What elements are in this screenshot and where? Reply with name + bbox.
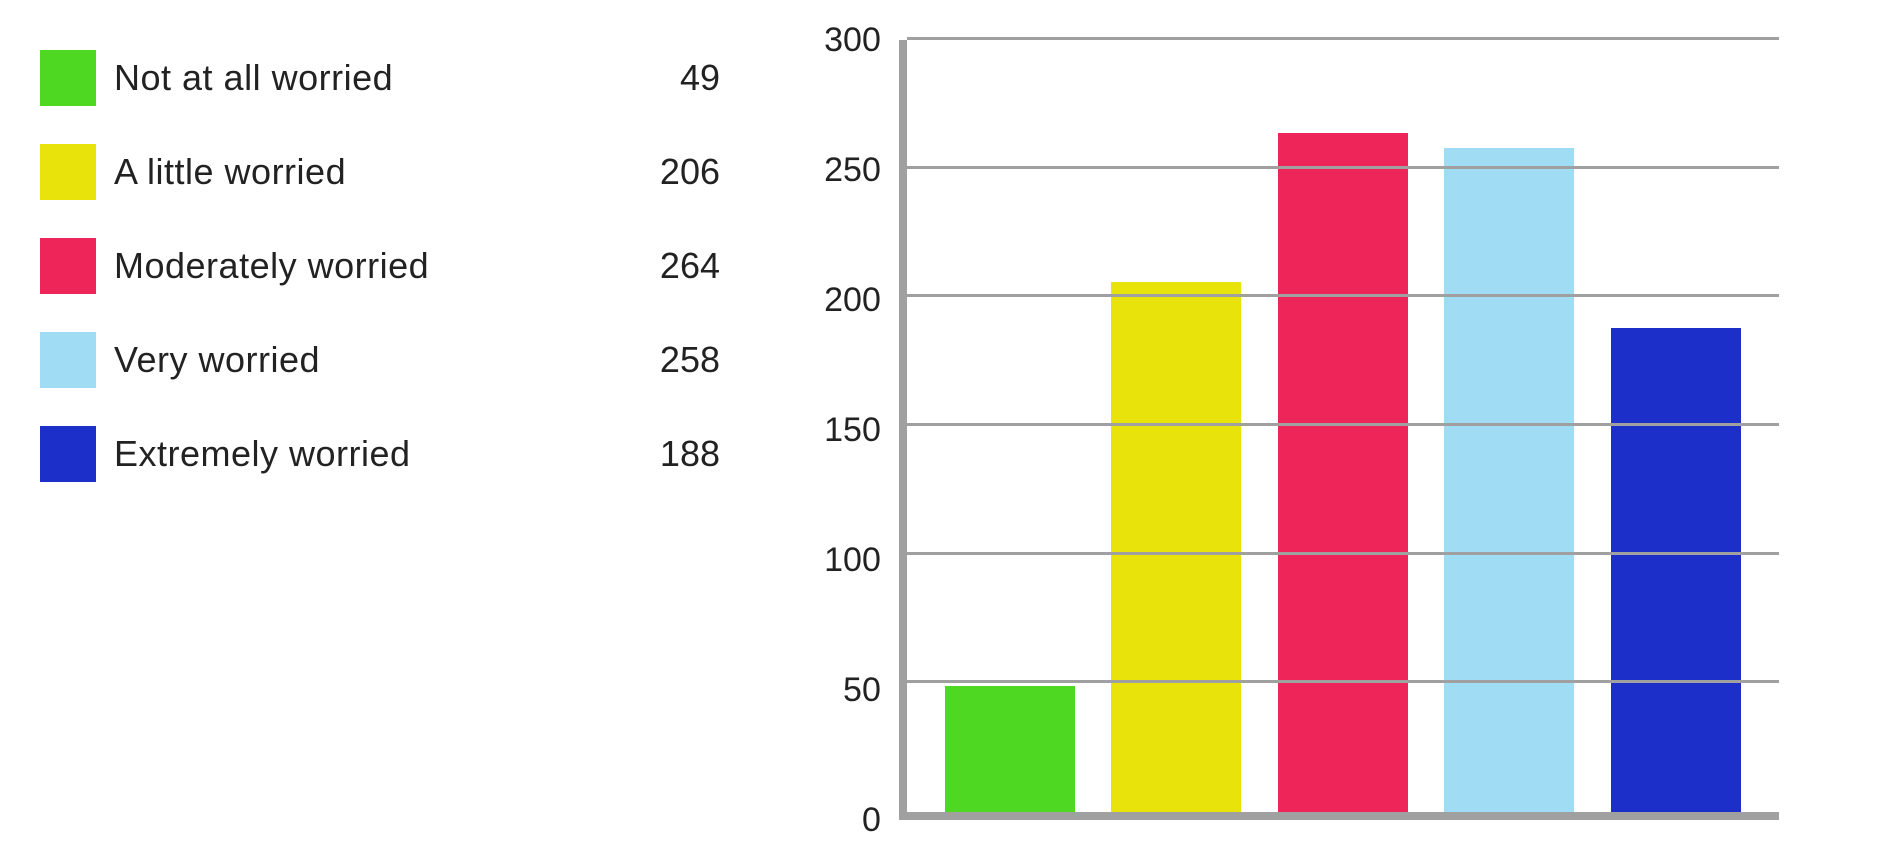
legend-label: A little worried <box>114 151 600 193</box>
gridline <box>907 166 1779 169</box>
legend-swatch <box>40 426 96 482</box>
gridline <box>907 423 1779 426</box>
gridline <box>907 294 1779 297</box>
bar <box>1111 282 1241 812</box>
bar <box>1444 148 1574 812</box>
legend-row: Very worried 258 <box>40 332 720 388</box>
bars-group <box>907 40 1779 812</box>
legend-swatch <box>40 50 96 106</box>
legend-swatch <box>40 144 96 200</box>
legend-row: Not at all worried 49 <box>40 50 720 106</box>
legend-row: Moderately worried 264 <box>40 238 720 294</box>
y-axis-labels: 300 250 200 150 100 50 0 <box>824 40 899 820</box>
legend-swatch <box>40 332 96 388</box>
legend-label: Very worried <box>114 339 600 381</box>
legend-value: 206 <box>600 151 720 193</box>
chart-wrap: 300 250 200 150 100 50 0 <box>824 40 1779 820</box>
legend-label: Moderately worried <box>114 245 600 287</box>
legend-value: 188 <box>600 433 720 475</box>
gridline <box>907 680 1779 683</box>
chart-panel: 300 250 200 150 100 50 0 <box>720 40 1843 817</box>
legend-label: Not at all worried <box>114 57 600 99</box>
legend-value: 264 <box>600 245 720 287</box>
legend-row: Extremely worried 188 <box>40 426 720 482</box>
legend-label: Extremely worried <box>114 433 600 475</box>
legend-value: 49 <box>600 57 720 99</box>
legend-value: 258 <box>600 339 720 381</box>
legend-row: A little worried 206 <box>40 144 720 200</box>
bar <box>1278 133 1408 812</box>
bar <box>1611 328 1741 812</box>
gridline <box>907 37 1779 40</box>
chart-container: Not at all worried 49 A little worried 2… <box>0 0 1903 857</box>
legend-swatch <box>40 238 96 294</box>
bar <box>945 686 1075 812</box>
plot-area <box>899 40 1779 820</box>
gridline <box>907 552 1779 555</box>
legend-panel: Not at all worried 49 A little worried 2… <box>40 40 720 817</box>
